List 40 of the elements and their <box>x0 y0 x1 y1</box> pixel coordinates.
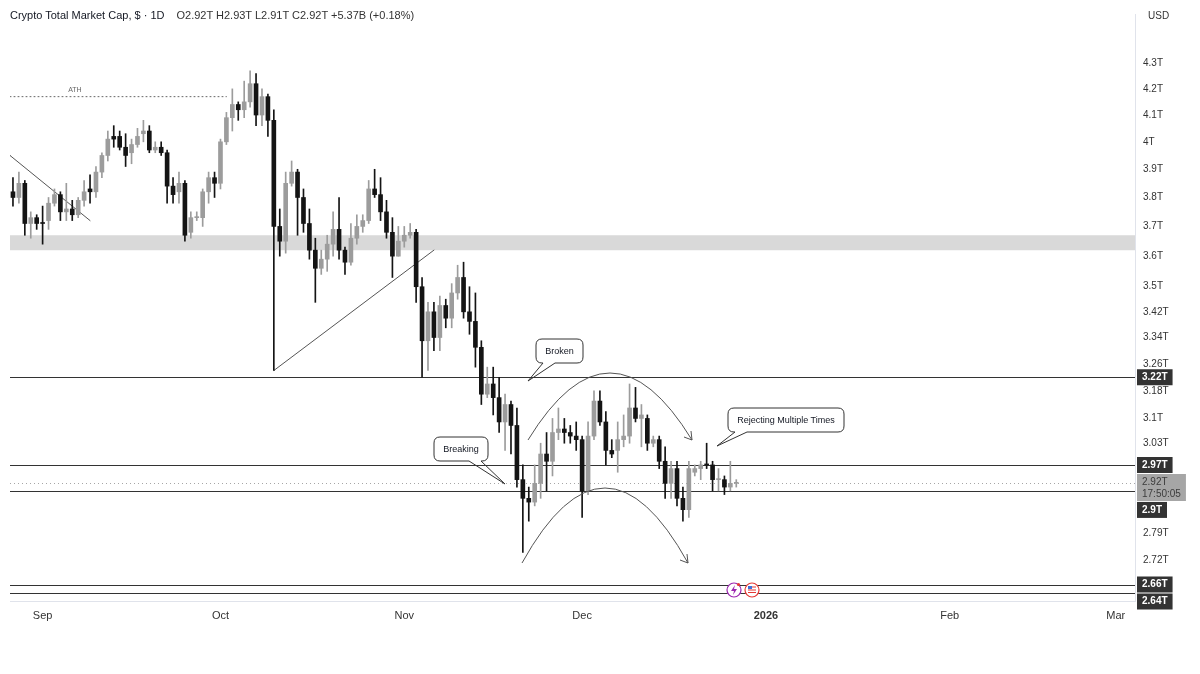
x-tick-label: Nov <box>394 608 415 621</box>
chart-title: Crypto Total Market Cap, $ · 1D <box>10 9 165 21</box>
candlestick <box>152 141 158 154</box>
ref-line-label: 3.22T <box>1142 370 1168 382</box>
y-tick-label: 3.03T <box>1143 436 1169 448</box>
y-tick-label: 4.1T <box>1143 108 1164 120</box>
x-tick-label: Oct <box>211 608 230 621</box>
x-tick-label: Mar <box>1106 608 1126 621</box>
y-tick-label: 4T <box>1143 135 1155 147</box>
y-tick-label: 3.7T <box>1143 220 1164 232</box>
ref-line-label: 2.92T <box>1142 475 1168 487</box>
y-tick-label: 3.42T <box>1143 305 1169 317</box>
y-axis-title: USD <box>1148 10 1170 21</box>
ref-line-label: 2.9T <box>1142 503 1163 515</box>
x-tick-label: Dec <box>572 608 593 621</box>
x-tick-label: Feb <box>940 608 960 621</box>
ref-line-label: 2.66T <box>1142 578 1168 590</box>
x-tick-label: Sep <box>32 608 53 621</box>
y-tick-label: 3.1T <box>1143 412 1164 424</box>
annotation: Broken <box>545 345 574 356</box>
y-tick-label: 3.34T <box>1143 331 1169 343</box>
y-tick-label: 3.26T <box>1143 357 1169 369</box>
y-tick-label: 3.8T <box>1143 191 1164 203</box>
ref-line-label: 2.64T <box>1142 595 1168 607</box>
y-tick-label: 4.2T <box>1143 82 1164 94</box>
candlestick <box>10 177 16 207</box>
candlestick <box>241 80 247 118</box>
x-tick-label: 2026 <box>753 608 779 621</box>
y-tick-label: 3.6T <box>1143 249 1164 261</box>
y-tick-label: 3.18T <box>1143 384 1169 396</box>
y-tick-label: 4.3T <box>1143 57 1164 69</box>
y-tick-label: 2.72T <box>1143 554 1169 566</box>
ref-line-label: 2.97T <box>1142 458 1168 470</box>
y-tick-label: 3.9T <box>1143 163 1164 175</box>
y-tick-label: 3.5T <box>1143 280 1164 292</box>
annotation: Rejecting Multiple Times <box>737 414 836 425</box>
chart-subtitle: O2.92T H2.93T L2.91T C2.92T +5.37B (+0.18%) <box>176 9 415 21</box>
y-tick-label: 2.79T <box>1143 526 1169 538</box>
text: 17:50:05 <box>1142 487 1182 499</box>
annotation: Breaking <box>443 443 479 454</box>
